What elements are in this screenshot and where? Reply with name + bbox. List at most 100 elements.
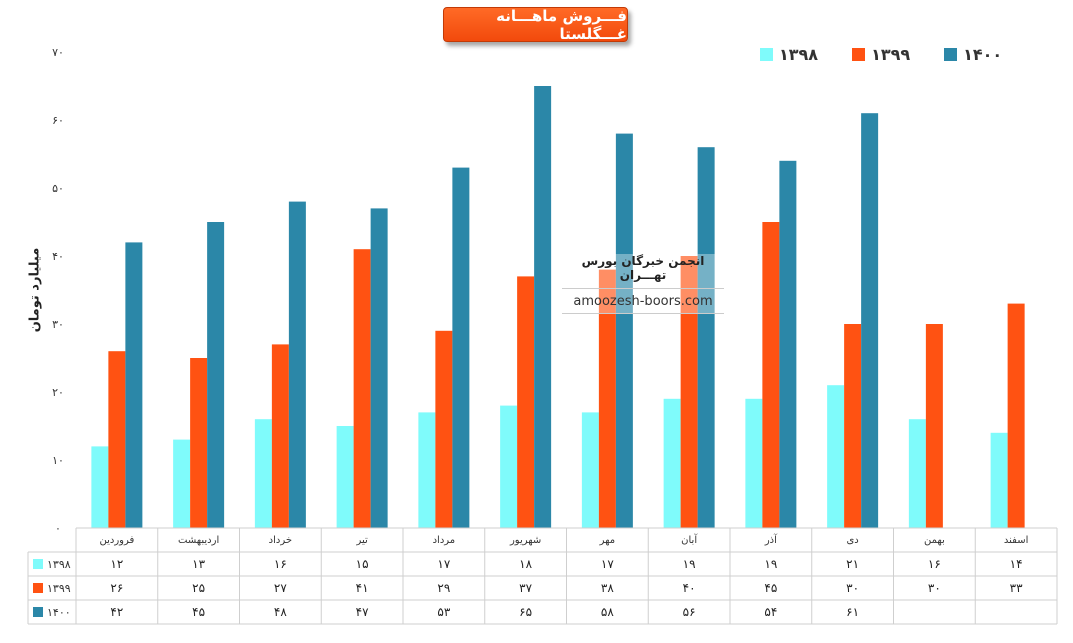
- table-value-label: ۵۸: [601, 605, 614, 619]
- bar-0-4: [418, 412, 436, 528]
- table-value-label: ۱۶: [274, 557, 287, 571]
- x-category-label: مرداد: [433, 535, 456, 546]
- table-value-label: ۱۴: [1010, 557, 1023, 571]
- table-swatch-0: [33, 559, 43, 569]
- bar-2-1: [207, 222, 225, 528]
- table-swatch-2: [33, 607, 43, 617]
- table-value-label: ۳۳: [1010, 581, 1023, 595]
- table-value-label: ۱۹: [764, 557, 777, 571]
- x-category-label: اسفند: [1004, 535, 1028, 546]
- legend-item-1399: ۱۳۹۹: [852, 45, 910, 64]
- table-value-label: ۵۶: [683, 605, 696, 619]
- table-value-label: ۱۷: [437, 557, 450, 571]
- table-value-label: ۲۵: [192, 581, 205, 595]
- y-tick-label: ۶۰: [52, 114, 64, 127]
- y-tick-label: ۰: [55, 522, 61, 535]
- legend-swatch-1399: [852, 47, 866, 61]
- x-category-label: مهر: [599, 535, 615, 546]
- table-value-label: ۲۶: [110, 581, 123, 595]
- legend: ۱۳۹۸ ۱۳۹۹ ۱۴۰۰: [760, 42, 1002, 66]
- y-tick-label: ۳۰: [52, 318, 64, 331]
- bar-2-4: [452, 167, 470, 528]
- chart-title: فـــروش ماهـــانه غـــگلستا: [443, 7, 628, 43]
- table-value-label: ۲۹: [437, 581, 450, 595]
- table-value-label: ۶۵: [519, 605, 532, 619]
- x-category-label: اردیبهشت: [178, 535, 219, 546]
- table-value-label: ۴۷: [356, 605, 369, 619]
- bar-0-3: [336, 426, 354, 528]
- watermark: انجمن خبرگان بورس تهـــران amoozesh-boor…: [562, 254, 724, 314]
- bar-0-6: [581, 412, 599, 528]
- table-value-label: ۱۸: [519, 557, 532, 571]
- table-value-label: ۳۸: [601, 581, 614, 595]
- y-tick-label: ۴۰: [52, 250, 64, 263]
- x-category-label: خرداد: [269, 535, 292, 546]
- y-tick-label: ۷۰: [52, 46, 64, 59]
- legend-swatch-1398: [760, 47, 773, 61]
- legend-item-1400: ۱۴۰۰: [944, 45, 1002, 64]
- bar-0-11: [990, 432, 1008, 528]
- bar-0-1: [173, 439, 191, 528]
- bar-1-7: [680, 256, 698, 528]
- x-category-label: شهریور: [509, 535, 541, 546]
- legend-label-1399: ۱۳۹۹: [871, 44, 911, 64]
- y-tick-label: ۵۰: [52, 182, 64, 195]
- x-category-label: بهمن: [924, 535, 945, 546]
- table-value-label: ۴۵: [764, 581, 777, 595]
- table-value-label: ۱۵: [356, 557, 369, 571]
- bar-2-2: [288, 201, 306, 528]
- table-value-label: ۴۲: [110, 605, 123, 619]
- bar-1-0: [108, 351, 126, 528]
- table-value-label: ۳۷: [519, 581, 532, 595]
- table-value-label: ۵۳: [437, 605, 450, 619]
- table-series-name: ۱۴۰۰: [47, 606, 71, 619]
- bar-0-7: [663, 398, 681, 528]
- bar-2-0: [125, 242, 143, 528]
- bar-2-6: [615, 133, 633, 528]
- x-category-label: فروردین: [99, 535, 134, 546]
- table-value-label: ۵۴: [764, 605, 777, 619]
- table-value-label: ۴۰: [683, 581, 696, 595]
- table-value-label: ۶۱: [846, 605, 859, 619]
- bar-1-5: [517, 276, 535, 528]
- bar-2-5: [534, 86, 552, 528]
- table-value-label: ۱۷: [601, 557, 614, 571]
- bar-0-10: [908, 419, 926, 528]
- bar-1-10: [925, 324, 943, 528]
- bar-1-4: [435, 330, 453, 528]
- table-series-name: ۱۳۹۸: [47, 558, 71, 571]
- table-value-label: ۱۳: [192, 557, 205, 571]
- bar-1-11: [1007, 303, 1025, 528]
- bar-1-8: [762, 222, 780, 528]
- x-category-label: آبان: [681, 533, 698, 546]
- table-value-label: ۲۷: [274, 581, 287, 595]
- bar-1-3: [353, 249, 371, 528]
- table-value-label: ۳۰: [846, 581, 859, 595]
- bar-1-6: [598, 269, 616, 528]
- bar-0-5: [500, 405, 518, 528]
- table-value-label: ۱۲: [110, 557, 123, 571]
- bar-2-9: [861, 113, 879, 528]
- bar-0-0: [91, 446, 109, 528]
- table-swatch-1: [33, 583, 43, 593]
- x-category-label: دی: [846, 535, 858, 546]
- table-series-name: ۱۳۹۹: [47, 582, 71, 595]
- bar-1-2: [271, 344, 289, 528]
- y-tick-label: ۲۰: [52, 386, 64, 399]
- bar-0-9: [827, 385, 845, 528]
- table-value-label: ۱۶: [928, 557, 941, 571]
- bar-1-9: [844, 324, 862, 528]
- legend-swatch-1400: [944, 47, 958, 61]
- table-value-label: ۱۹: [683, 557, 696, 571]
- table-value-label: ۲۱: [846, 557, 859, 571]
- bar-0-2: [254, 419, 272, 528]
- y-axis-label: میلیارد تومان: [27, 247, 43, 333]
- legend-label-1400: ۱۴۰۰: [963, 44, 1003, 64]
- table-value-label: ۴۱: [356, 581, 369, 595]
- table-value-label: ۴۸: [274, 605, 287, 619]
- bar-1-1: [190, 358, 208, 528]
- y-tick-label: ۱۰: [52, 454, 64, 467]
- watermark-title: انجمن خبرگان بورس تهـــران: [562, 254, 724, 289]
- legend-label-1398: ۱۳۹۸: [779, 44, 819, 64]
